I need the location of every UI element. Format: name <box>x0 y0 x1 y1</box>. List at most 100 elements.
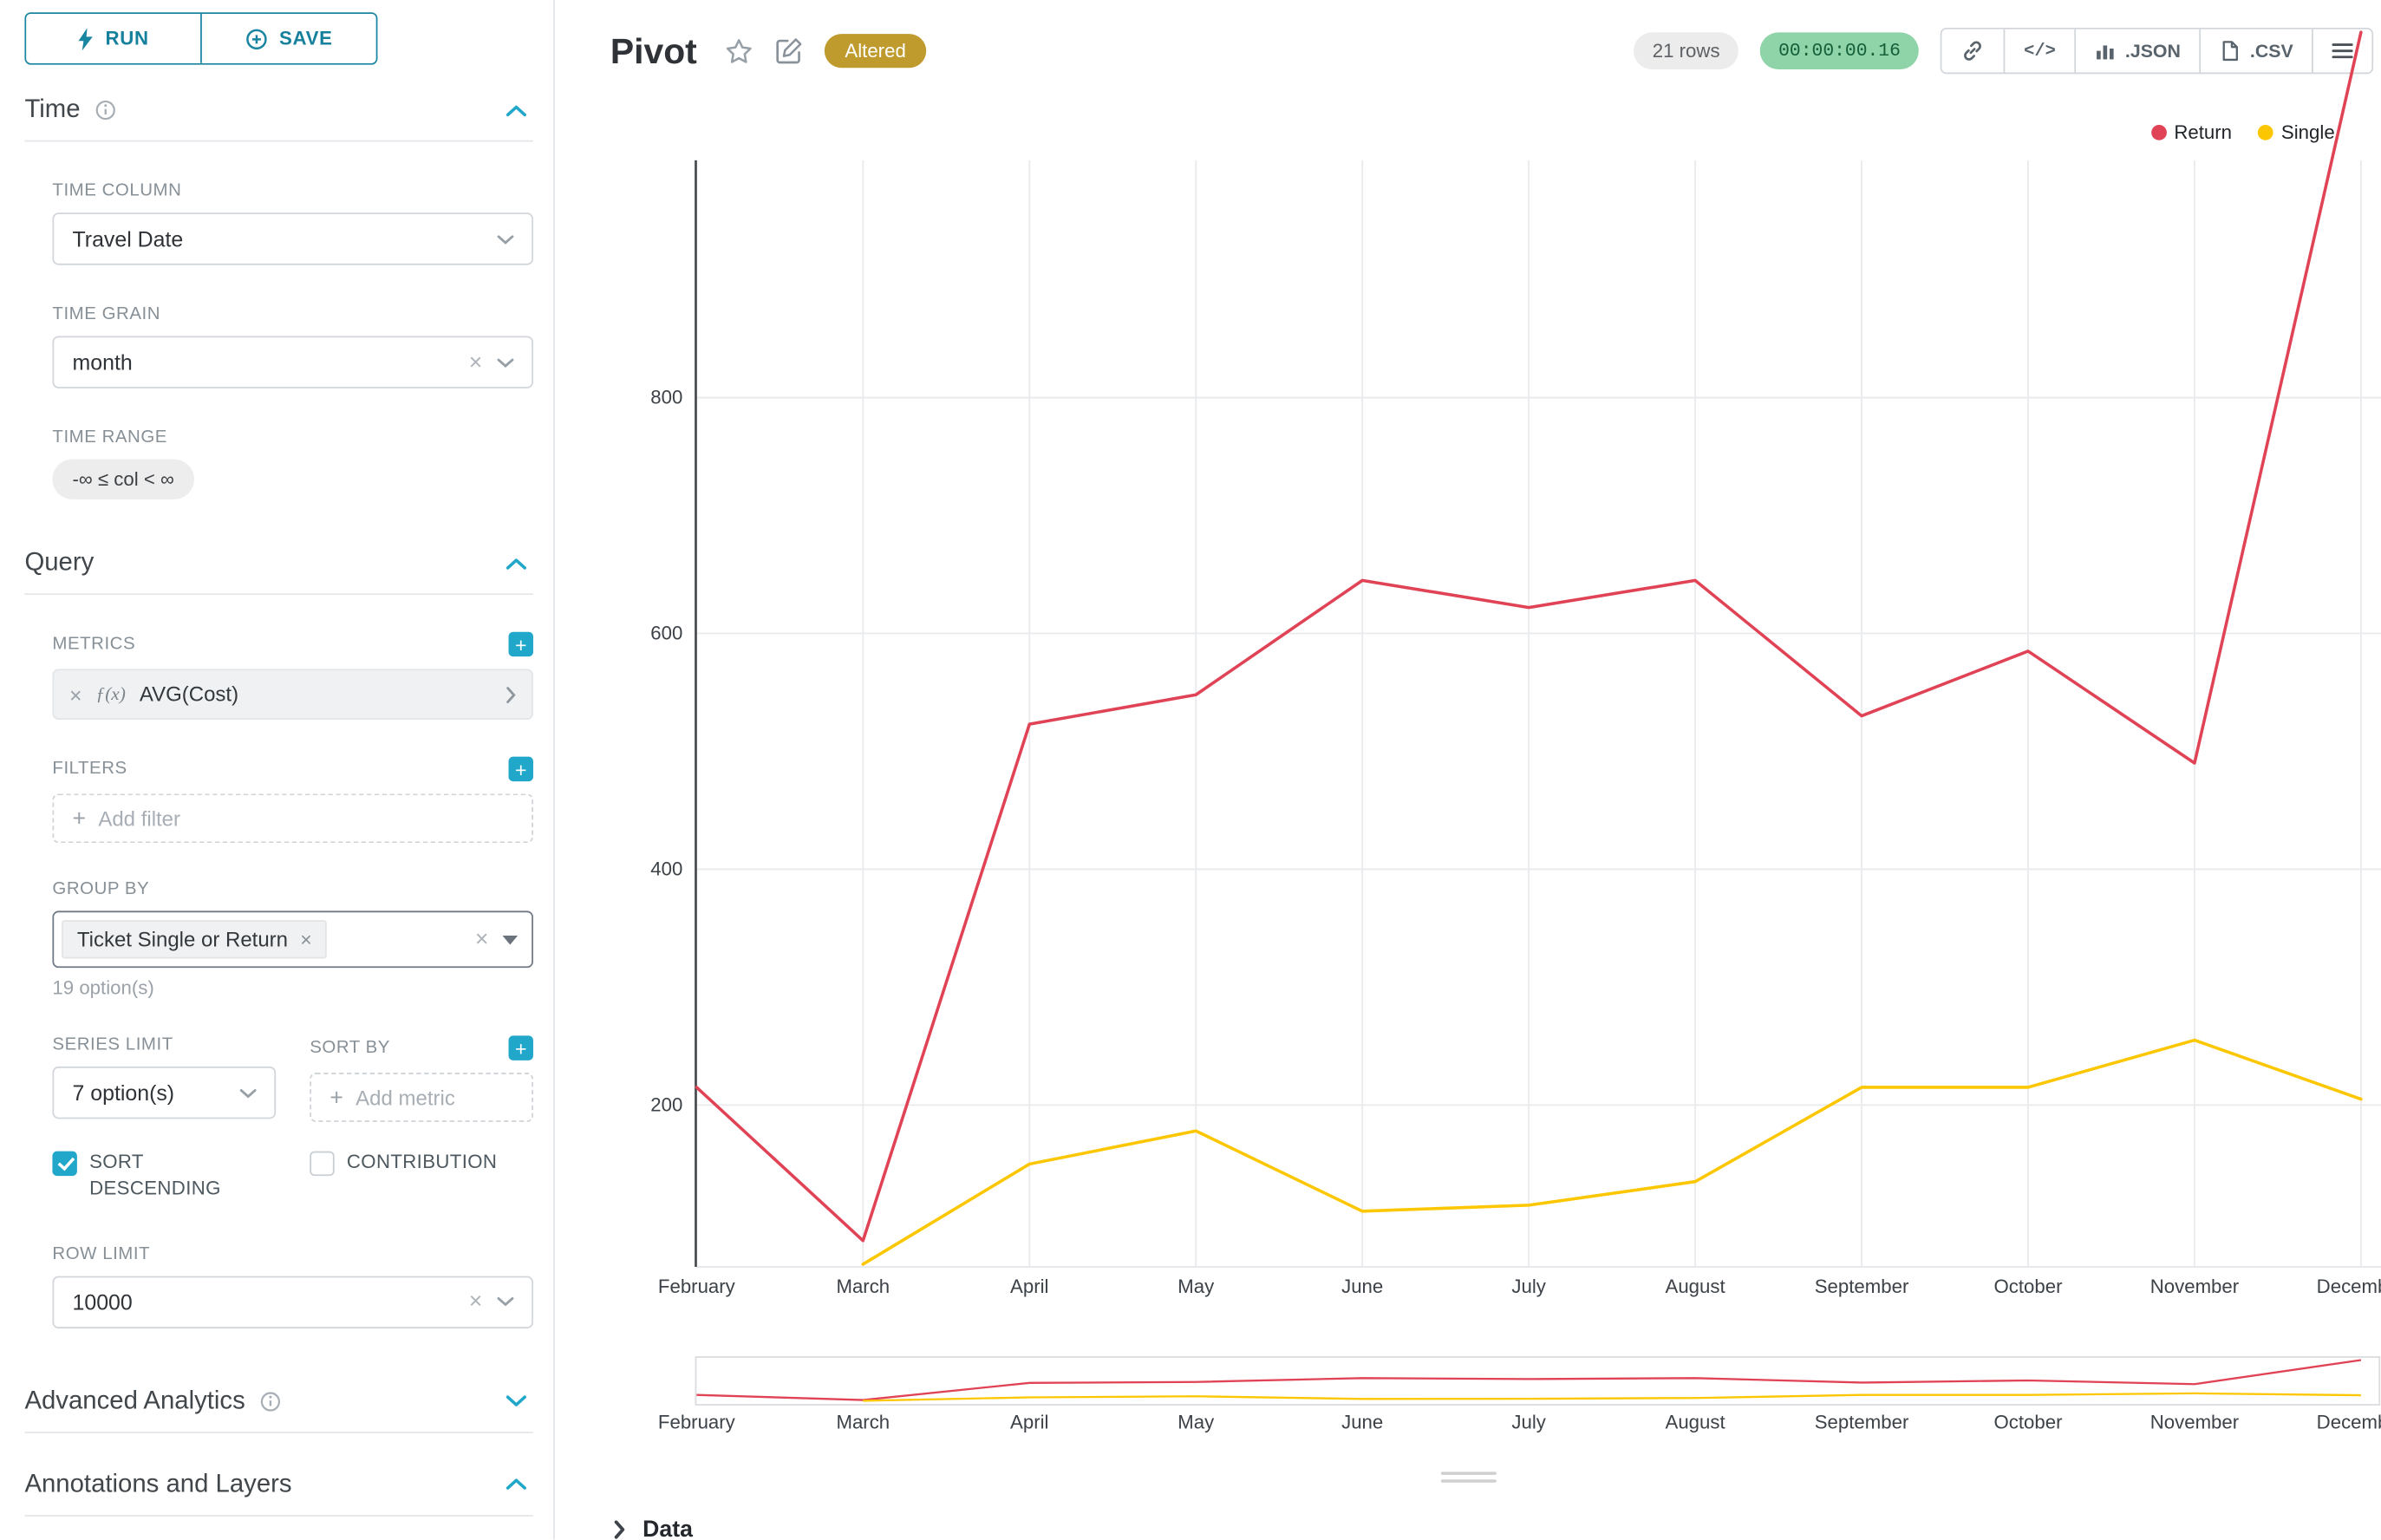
dropdown-caret-icon[interactable] <box>502 934 519 944</box>
x-axis-label: August <box>1666 1276 1725 1297</box>
code-icon: </> <box>2024 41 2056 62</box>
chart-svg[interactable]: February February March March April April May M… <box>557 0 2381 1540</box>
series-limit-select[interactable]: 7 option(s) <box>52 1066 277 1119</box>
group-by-label: GROUP BY <box>52 879 150 899</box>
row-limit-select[interactable]: 10000 × <box>52 1276 533 1328</box>
link-icon <box>1964 41 1982 61</box>
series-line-single[interactable] <box>861 1038 2363 1266</box>
x-axis-label: November <box>2150 1276 2240 1297</box>
contribution-option[interactable]: CONTRIBUTION <box>310 1150 533 1202</box>
sort-by-dropzone[interactable]: + Add metric <box>310 1073 533 1122</box>
chart-panel: Pivot Altered 21 rows 00:00:00.16 </> .J… <box>556 0 2381 1540</box>
fx-icon: ƒ(x) <box>95 682 126 705</box>
group-by-select[interactable]: Ticket Single or Return × × <box>52 910 533 969</box>
group-by-tag: Ticket Single or Return × <box>62 920 328 959</box>
menu-button[interactable] <box>2312 29 2372 73</box>
row-limit-value: 10000 <box>72 1289 133 1315</box>
mini-x-axis-label: April <box>1010 1412 1048 1433</box>
x-axis-label: June <box>1341 1276 1383 1297</box>
export-json-button[interactable]: .JSON <box>2074 29 2200 73</box>
x-axis-label: April <box>1010 1276 1048 1297</box>
chevron-right-icon[interactable] <box>506 685 516 703</box>
filters-label: FILTERS <box>52 760 127 779</box>
sort-descending-option[interactable]: SORT DESCENDING <box>52 1150 276 1202</box>
mini-chart-brush[interactable] <box>695 1356 2381 1406</box>
time-column-select[interactable]: Travel Date <box>52 212 533 265</box>
query-section-header[interactable]: Query <box>24 548 533 596</box>
save-button-label: SAVE <box>278 27 333 49</box>
add-filter-button[interactable]: + <box>508 756 533 782</box>
legend-item-return[interactable]: Return <box>2150 121 2232 143</box>
info-icon <box>261 1391 281 1412</box>
annotations-section-header[interactable]: Annotations and Layers <box>24 1470 533 1517</box>
time-column-value: Travel Date <box>72 226 184 251</box>
altered-badge[interactable]: Altered <box>825 34 926 69</box>
metrics-label: METRICS <box>52 635 136 654</box>
data-panel-header[interactable]: Data <box>613 1517 693 1540</box>
advanced-analytics-title: Advanced Analytics <box>24 1387 245 1415</box>
export-csv-button[interactable]: .CSV <box>2199 29 2313 73</box>
series-line-return[interactable] <box>695 30 2363 1243</box>
metric-pill-avg-cost[interactable]: × ƒ(x) AVG(Cost) <box>52 669 533 721</box>
add-sort-metric-button[interactable]: + <box>508 1035 533 1060</box>
panel-resize-handle[interactable] <box>1432 1467 1505 1487</box>
mini-x-axis-label: September <box>1815 1412 1909 1433</box>
contribution-checkbox[interactable] <box>310 1151 335 1177</box>
add-filter-dropzone[interactable]: + Add filter <box>52 793 533 844</box>
chevron-up-icon[interactable] <box>506 104 527 116</box>
remove-metric-icon[interactable]: × <box>68 682 82 707</box>
time-range-pill[interactable]: -∞ ≤ col < ∞ <box>52 459 194 499</box>
mini-x-axis-label: June <box>1341 1412 1383 1433</box>
plus-icon: + <box>72 805 87 832</box>
sort-descending-label: SORT DESCENDING <box>89 1151 221 1199</box>
mini-x-axis-label: May <box>1177 1412 1215 1433</box>
data-panel-title: Data <box>643 1516 693 1540</box>
add-metric-button[interactable]: + <box>508 631 533 657</box>
clear-icon[interactable]: × <box>474 926 489 953</box>
view-query-button[interactable]: </> <box>2003 29 2075 73</box>
clear-icon[interactable]: × <box>468 349 483 375</box>
chevron-down-icon[interactable] <box>506 1395 527 1407</box>
run-button-label: RUN <box>105 27 149 49</box>
plus-icon: + <box>329 1084 343 1111</box>
advanced-analytics-section-header[interactable]: Advanced Analytics <box>24 1387 533 1433</box>
sort-descending-checkbox[interactable] <box>52 1151 77 1177</box>
chevron-up-icon[interactable] <box>506 1478 527 1491</box>
chart-header: Pivot Altered 21 rows 00:00:00.16 </> .J… <box>610 23 2374 79</box>
series-limit-value: 7 option(s) <box>72 1080 175 1106</box>
chevron-up-icon[interactable] <box>506 558 527 570</box>
add-filter-placeholder: Add filter <box>98 806 181 831</box>
remove-tag-icon[interactable]: × <box>300 927 312 951</box>
favorite-star-icon[interactable] <box>725 36 754 66</box>
chart-title: Pivot <box>610 29 697 70</box>
mini-series-line-return <box>696 1359 2362 1401</box>
x-axis-label: September <box>1815 1276 1909 1297</box>
run-button[interactable]: RUN <box>26 13 201 63</box>
edit-properties-icon[interactable] <box>775 37 803 65</box>
mini-x-axis-label: December <box>2317 1412 2381 1433</box>
time-section-header[interactable]: Time <box>24 95 533 142</box>
time-grain-label: TIME GRAIN <box>52 304 161 324</box>
share-link-button[interactable] <box>1941 29 2004 73</box>
run-save-button-group: RUN SAVE <box>24 12 378 65</box>
clear-icon[interactable]: × <box>468 1289 483 1315</box>
info-icon <box>95 100 115 121</box>
save-button[interactable]: SAVE <box>200 13 376 63</box>
lightning-bolt-icon <box>79 27 94 50</box>
annotations-title: Annotations and Layers <box>24 1470 292 1498</box>
y-axis-label: 800 <box>650 387 682 408</box>
row-count-pill: 21 rows <box>1634 32 1738 69</box>
time-range-label: TIME RANGE <box>52 428 167 447</box>
mini-x-axis-label: November <box>2150 1412 2240 1433</box>
mini-series-line-single <box>863 1392 2361 1402</box>
query-section-title: Query <box>24 548 95 577</box>
time-grain-select[interactable]: month × <box>52 336 533 388</box>
query-timer-pill: 00:00:00.16 <box>1759 32 1920 69</box>
series-limit-label: SERIES LIMIT <box>52 1035 173 1054</box>
chevron-down-icon <box>239 1088 257 1098</box>
legend-item-single[interactable]: Single <box>2258 121 2335 143</box>
x-axis-label: December <box>2317 1276 2381 1297</box>
chevron-down-icon <box>497 1297 514 1307</box>
